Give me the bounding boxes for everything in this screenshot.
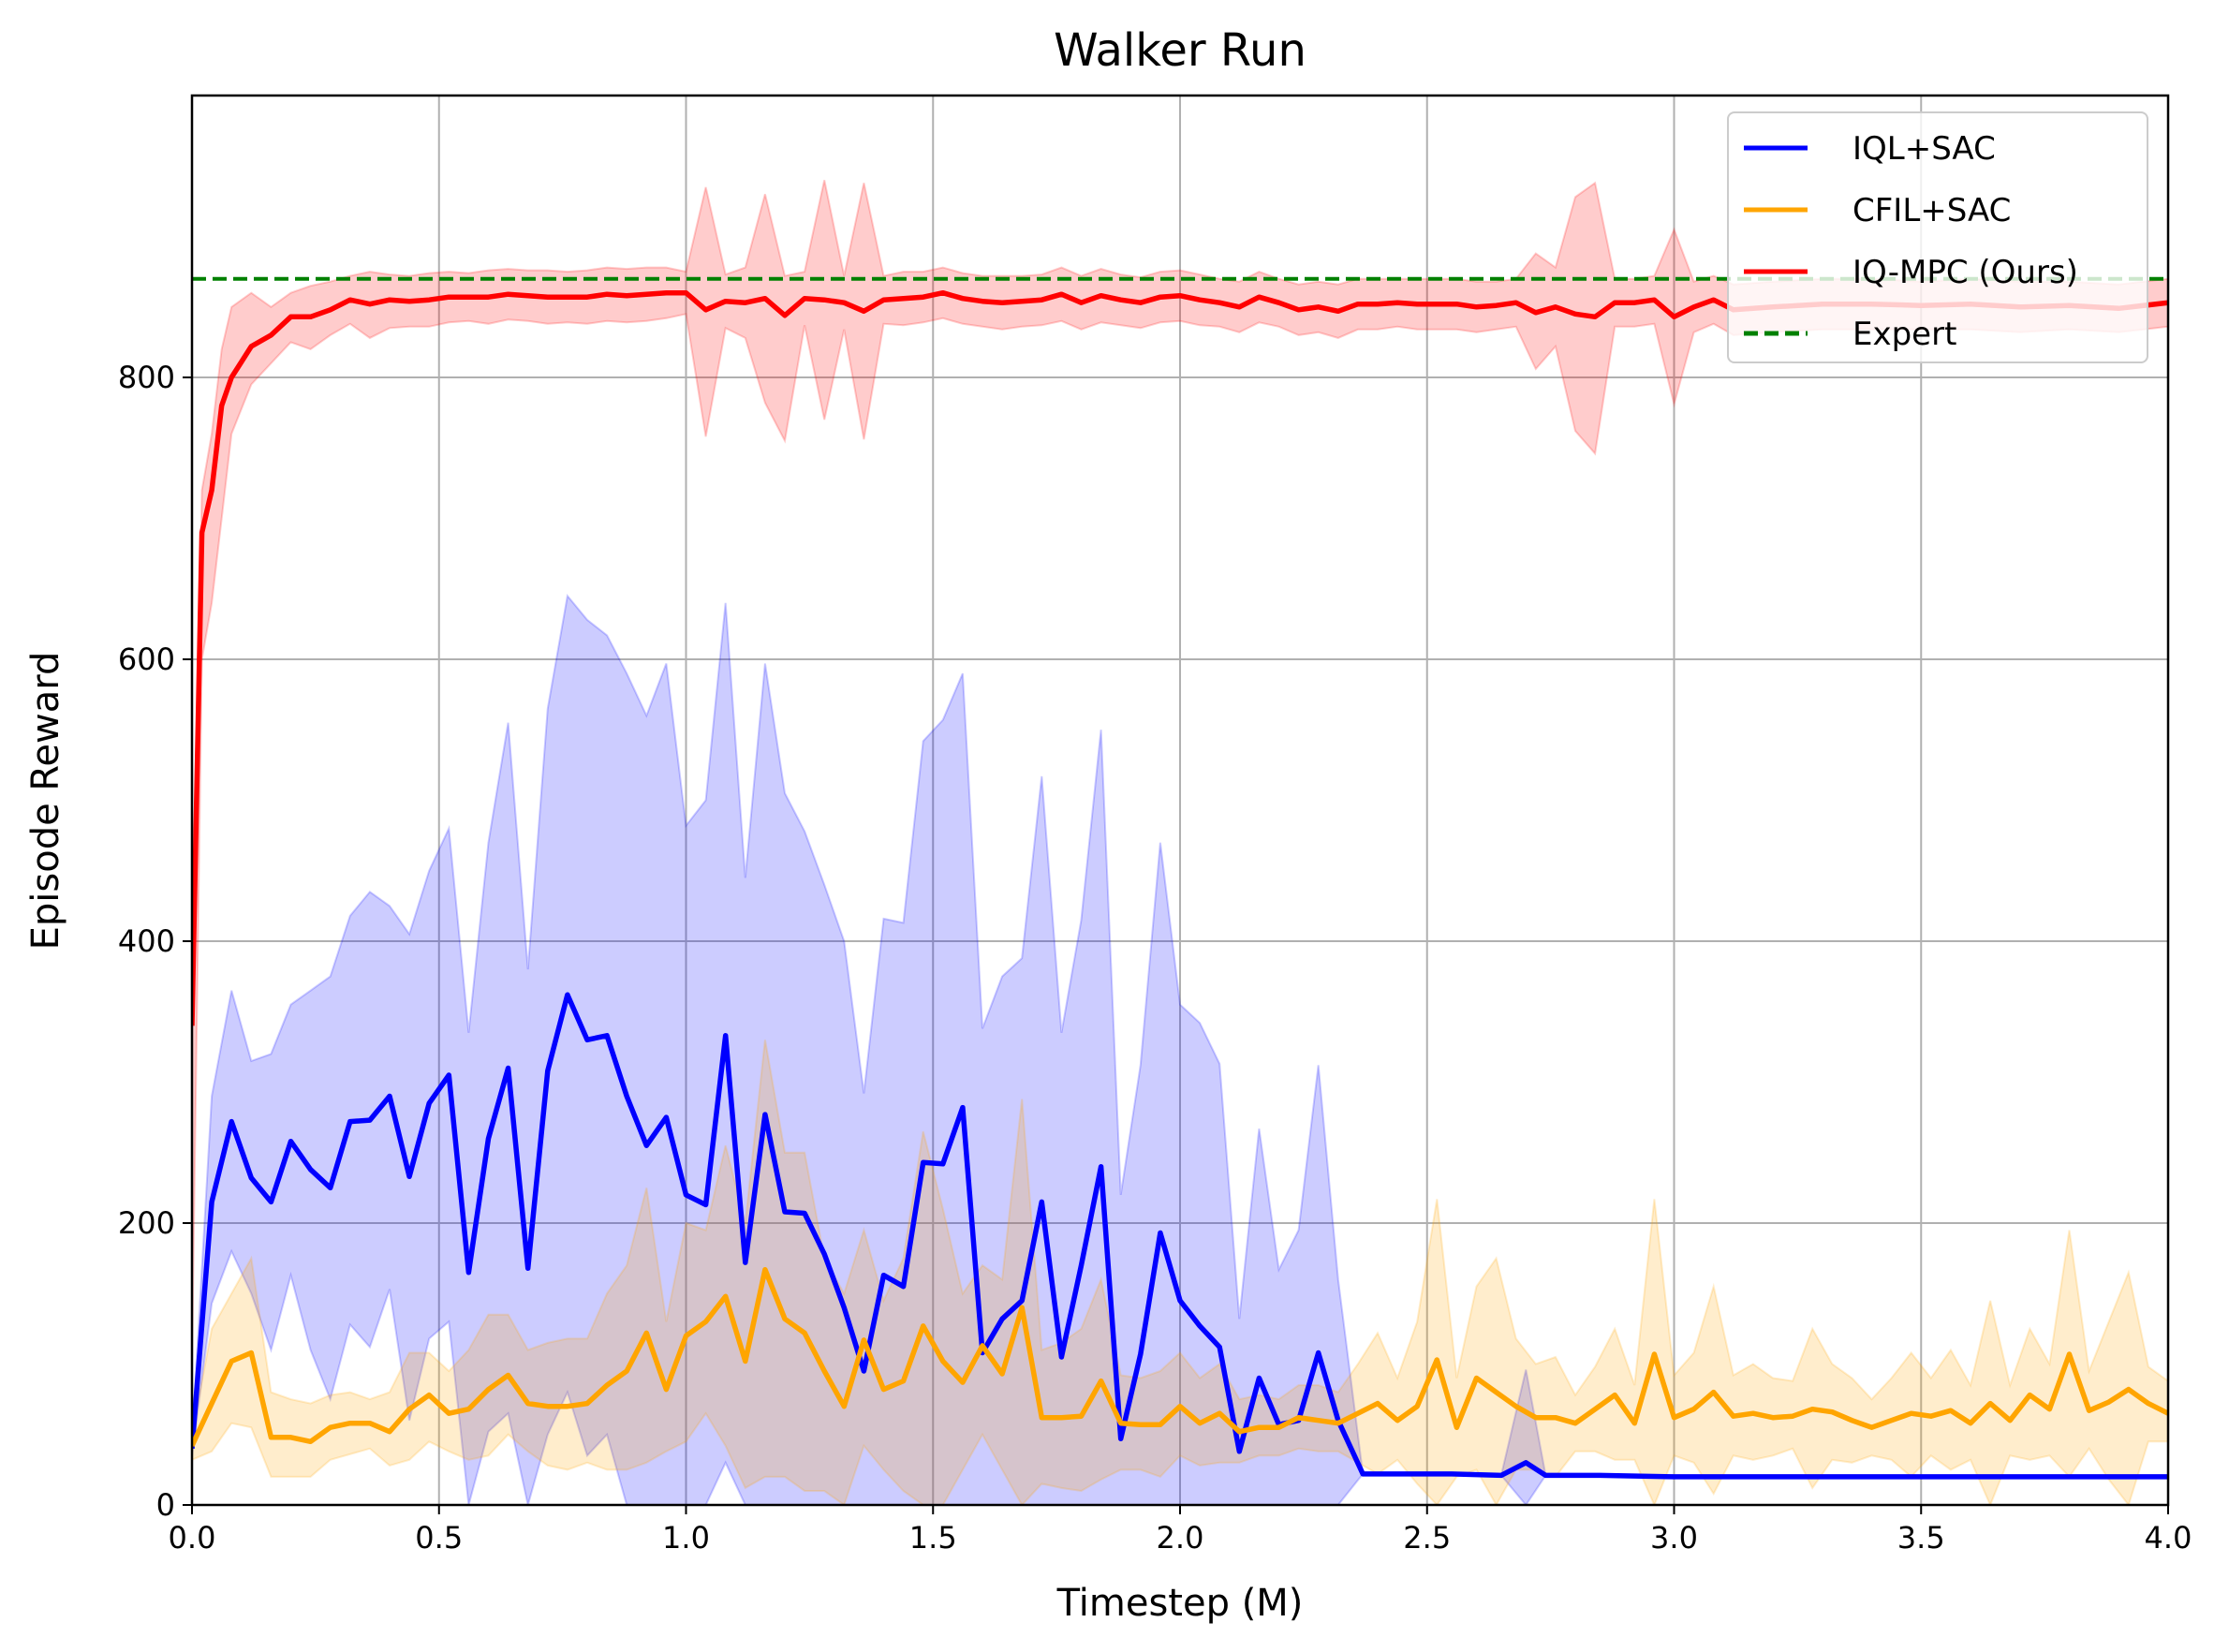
legend-label: IQ-MPC (Ours): [1852, 254, 2078, 291]
legend-box: [1727, 111, 2148, 363]
x-tick-label: 3.5: [1897, 1520, 1945, 1556]
y-tick-label: 600: [118, 642, 175, 677]
axis-ticks: 0.0 0.5 1.0 1.5 2.0 2.5 3.0 3.5 4.0 0 200 400 600 800: [118, 360, 2192, 1556]
x-tick-label: 1.0: [662, 1520, 710, 1556]
line-cfil-sac: [192, 1266, 2168, 1447]
chart-title: Walker Run: [1054, 24, 1306, 77]
legend-label: CFIL+SAC: [1852, 192, 2011, 229]
x-tick-label: 2.0: [1157, 1520, 1204, 1556]
line-iq-mpc-ours: [192, 289, 2168, 1026]
x-tick-label: 0.0: [169, 1520, 216, 1556]
legend-label: Expert: [1852, 316, 1956, 353]
legend: IQL+SAC CFIL+SAC IQ-MPC (Ours) Expert: [1727, 111, 2148, 363]
band-cfil-sac: [192, 1040, 2168, 1505]
x-axis-label: Timestep (M): [1056, 1582, 1304, 1625]
x-tick-label: 0.5: [415, 1520, 463, 1556]
x-tick-label: 1.5: [909, 1520, 957, 1556]
series-lines: [192, 276, 2168, 1480]
y-tick-label: 200: [118, 1205, 175, 1241]
x-tick-label: 3.0: [1650, 1520, 1698, 1556]
line-iql-sac: [192, 992, 2168, 1480]
y-axis-label: Episode Reward: [24, 652, 67, 951]
x-tick-label: 2.5: [1403, 1520, 1451, 1556]
y-tick-label: 0: [156, 1487, 175, 1523]
legend-label: IQL+SAC: [1852, 130, 1996, 168]
y-tick-label: 800: [118, 360, 175, 395]
y-tick-label: 400: [118, 923, 175, 959]
x-tick-label: 4.0: [2145, 1520, 2192, 1556]
